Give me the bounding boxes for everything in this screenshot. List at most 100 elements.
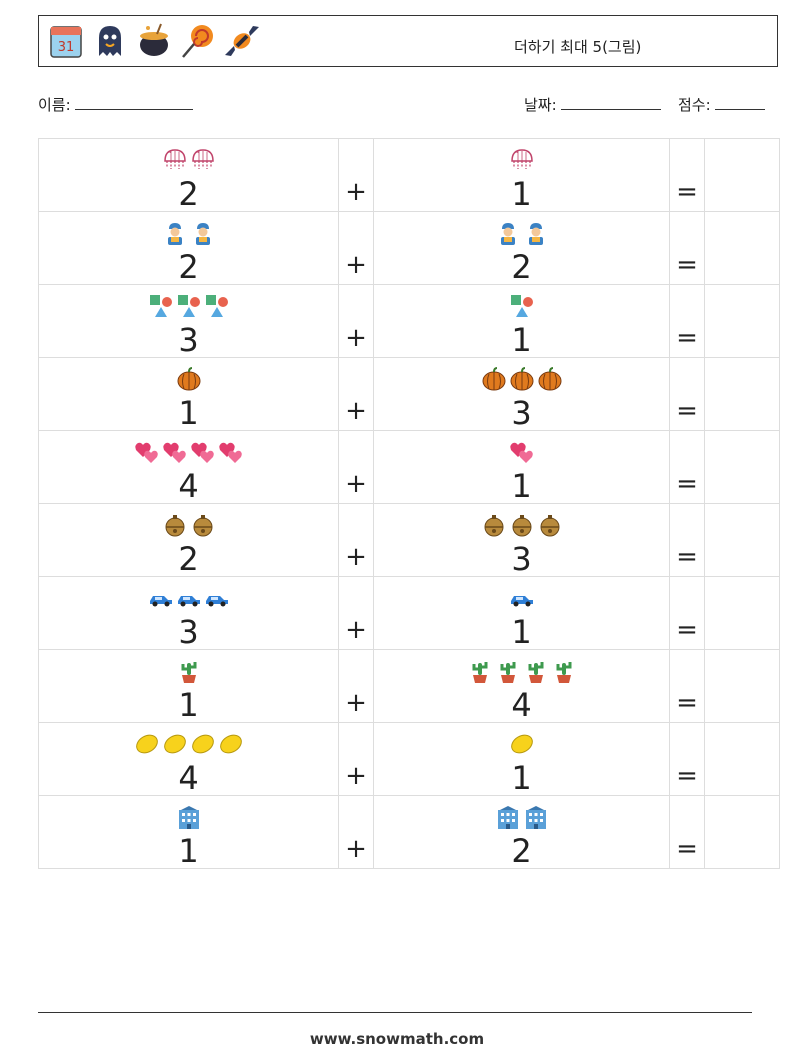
lemon-icon [509,731,535,761]
addend-b: 1 [511,759,532,797]
plus-cell: + [338,503,374,577]
addend-a-cell: 2 [38,211,339,285]
addend-a: 1 [178,686,199,724]
equals-sign: = [676,761,698,791]
equals-sign: = [676,323,698,353]
footer-divider [38,1012,752,1013]
plus-cell: + [338,284,374,358]
addend-a-icons [39,295,338,323]
addend-a-icons [39,589,338,615]
equals-sign: = [676,688,698,718]
bell-icon [509,512,535,542]
addend-a-cell: 1 [38,357,339,432]
equals-sign: = [676,177,698,207]
addend-a-cell: 3 [38,576,339,650]
addend-b-icons [374,367,669,396]
svg-text:31: 31 [58,40,75,55]
addend-a: 4 [178,467,199,505]
cactus-icon [495,658,521,688]
hearts-icon [218,439,244,469]
equals-sign: = [676,615,698,645]
answer-cell[interactable] [704,284,780,358]
equals-sign: = [676,542,698,572]
hearts-icon [162,439,188,469]
calendar-icon: 31 [47,22,85,64]
worker-icon [162,220,188,250]
addend-a-icons [39,442,338,469]
addend-b-icons [374,806,669,834]
answer-cell[interactable] [704,138,780,212]
addend-a: 2 [178,175,199,213]
plus-cell: + [338,722,374,796]
answer-cell[interactable] [704,503,780,577]
plus-sign: + [345,250,367,280]
cactus-icon [467,658,493,688]
jellyfish-icon [190,147,216,177]
problem-row: 2 +2 = [38,211,780,285]
date-blank [560,109,661,110]
addend-b-icons [374,149,669,177]
lollipop-icon [179,22,217,64]
plus-cell: + [338,576,374,650]
building-icon [523,804,549,834]
problem-row: 3 +1 = [38,284,780,358]
equals-cell: = [669,576,705,650]
addend-b-cell: 1 [373,722,670,797]
header-icons: 31 [47,22,261,64]
addend-b-icons [374,734,669,761]
addend-b-icons [374,589,669,615]
problem-row: 2 +3 = [38,503,780,578]
answer-cell[interactable] [704,357,780,431]
addend-b: 2 [511,832,532,870]
cactus-icon [523,658,549,688]
car-icon [176,585,202,615]
worksheet-title: 더하기 최대 5(그림) [514,38,642,56]
answer-cell[interactable] [704,722,780,796]
equals-cell: = [669,722,705,796]
plus-cell: + [338,357,374,431]
score-field: 점수: [678,94,765,115]
answer-cell[interactable] [704,430,780,504]
addend-b-icons [374,223,669,250]
plus-cell: + [338,211,374,285]
building-icon [176,804,202,834]
hearts-icon [190,439,216,469]
addend-b-cell: 4 [373,649,670,724]
lemon-icon [134,731,160,761]
lemon-icon [218,731,244,761]
answer-cell[interactable] [704,649,780,723]
answer-cell[interactable] [704,211,780,285]
plus-sign: + [345,834,367,864]
pumpkin-icon [176,366,202,396]
equals-cell: = [669,649,705,723]
addend-a: 1 [178,394,199,432]
addend-b-icons [374,662,669,688]
plus-sign: + [345,469,367,499]
addend-b: 3 [511,540,532,578]
name-blank [74,109,193,110]
addend-a-cell: 2 [38,503,339,577]
addend-b: 4 [511,686,532,724]
addend-a-icons [39,515,338,542]
addend-a-cell: 4 [38,430,339,505]
answer-cell[interactable] [704,795,780,869]
plus-cell: + [338,795,374,869]
addend-a-icons [39,223,338,250]
addend-a-cell: 1 [38,795,339,870]
problem-table: 2 +1 = 2 +2 = 3 +1 = 1 +3 = 4 +1 = 2 +3 = 3 +1 = 1 +4 = 4 +1 = 1 +2 = [38,138,780,869]
plus-cell: + [338,430,374,504]
bell-icon [190,512,216,542]
shapes-icon [148,293,174,323]
plus-sign: + [345,615,367,645]
addend-a-cell: 3 [38,284,339,358]
plus-sign: + [345,323,367,353]
answer-cell[interactable] [704,576,780,650]
addend-a: 1 [178,832,199,870]
problem-row: 3 +1 = [38,576,780,650]
score-label: 점수: [678,96,711,114]
addend-b-cell: 1 [373,430,670,504]
addend-b-icons [374,515,669,542]
addend-b-icons [374,442,669,469]
name-label: 이름: [38,96,71,114]
equals-cell: = [669,357,705,431]
